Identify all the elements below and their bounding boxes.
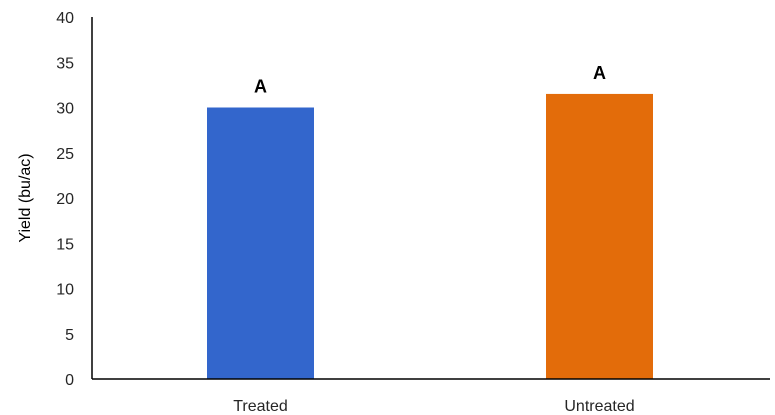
category-label-untreated: Untreated — [564, 398, 634, 415]
y-axis-ticks: 0 5 10 15 20 25 30 35 40 — [56, 10, 74, 389]
y-tick-label: 5 — [65, 327, 74, 344]
y-tick-label: 35 — [56, 55, 74, 72]
data-labels: AA — [254, 63, 606, 97]
y-axis-title: Yield (bu/ac) — [17, 153, 34, 242]
y-tick-label: 10 — [56, 282, 74, 299]
bars — [207, 93, 653, 380]
data-label-untreated: A — [593, 63, 606, 83]
y-tick-label: 20 — [56, 191, 74, 208]
data-label-treated: A — [254, 77, 267, 97]
bar-treated — [207, 107, 314, 379]
y-tick-label: 30 — [56, 101, 74, 118]
y-tick-label: 0 — [65, 372, 74, 389]
y-tick-label: 25 — [56, 146, 74, 163]
y-tick-label: 40 — [56, 10, 74, 27]
x-axis-category-labels: Treated Untreated — [233, 398, 634, 415]
bar-untreated — [546, 93, 653, 380]
category-label-treated: Treated — [233, 398, 288, 415]
y-tick-label: 15 — [56, 236, 74, 253]
